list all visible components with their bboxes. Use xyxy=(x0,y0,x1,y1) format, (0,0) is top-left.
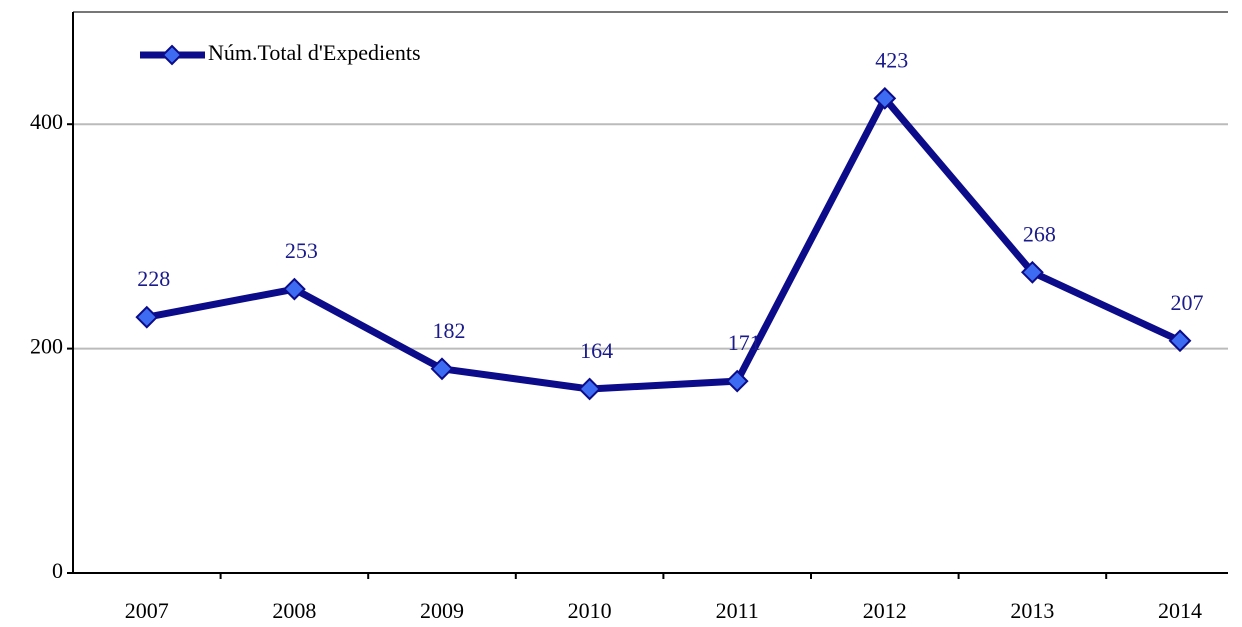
legend-label: Núm.Total d'Expedients xyxy=(208,40,421,65)
marker xyxy=(725,369,749,393)
data-label: 253 xyxy=(285,238,318,263)
y-tick-label: 200 xyxy=(30,334,63,359)
marker xyxy=(430,357,454,381)
data-label: 228 xyxy=(137,266,170,291)
x-tick-label: 2007 xyxy=(125,598,169,623)
data-label: 423 xyxy=(875,47,908,72)
x-tick-label: 2009 xyxy=(420,598,464,623)
data-label: 171 xyxy=(728,330,761,355)
legend-marker xyxy=(161,44,183,66)
y-tick-label: 0 xyxy=(52,558,63,583)
y-tick-label: 400 xyxy=(30,109,63,134)
data-label: 207 xyxy=(1171,290,1204,315)
marker xyxy=(135,305,159,329)
series-line xyxy=(146,94,1182,393)
x-tick-label: 2008 xyxy=(272,598,316,623)
marker xyxy=(578,377,602,401)
x-tick-label: 2013 xyxy=(1010,598,1054,623)
x-tick-label: 2011 xyxy=(716,598,759,623)
x-tick-label: 2012 xyxy=(863,598,907,623)
x-tick-label: 2010 xyxy=(568,598,612,623)
marker xyxy=(282,277,306,301)
x-tick-label: 2014 xyxy=(1158,598,1202,623)
data-label: 182 xyxy=(433,318,466,343)
marker xyxy=(1168,329,1192,353)
marker xyxy=(873,86,897,110)
data-label: 268 xyxy=(1023,221,1056,246)
data-label: 164 xyxy=(580,338,613,363)
marker xyxy=(1020,260,1044,284)
